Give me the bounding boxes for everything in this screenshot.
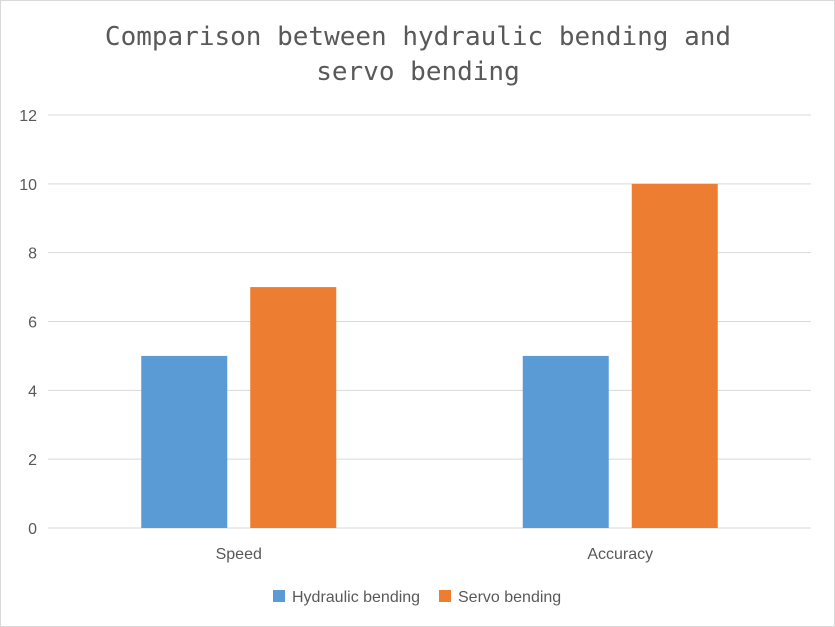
bars [141, 183, 718, 529]
legend-label-servo-bending: Servo bending [458, 589, 561, 606]
chart-title: Comparison between hydraulic bending and… [105, 22, 731, 87]
x-axis-ticks: Speed Accuracy [216, 546, 654, 563]
legend-label-hydraulic-bending: Hydraulic bending [292, 589, 420, 606]
x-tick-label-accuracy: Accuracy [587, 546, 653, 563]
y-tick-label-4: 4 [28, 383, 37, 400]
legend-swatch-servo-bending [439, 590, 451, 602]
legend: Hydraulic bending Servo bending [273, 589, 561, 606]
bar-accuracy-hydraulic-bending [522, 355, 609, 528]
legend-swatch-hydraulic-bending [273, 590, 285, 602]
y-tick-label-8: 8 [28, 246, 37, 263]
y-tick-label-0: 0 [28, 521, 37, 538]
bar-speed-servo-bending [250, 287, 337, 528]
chart-title-line-1: Comparison between hydraulic bending and [105, 22, 731, 52]
y-axis-ticks: 0 2 4 6 8 10 12 [19, 108, 37, 538]
bar-accuracy-servo-bending [631, 183, 718, 529]
x-tick-label-speed: Speed [216, 546, 262, 563]
y-tick-label-6: 6 [28, 315, 37, 332]
chart-title-line-2: servo bending [316, 57, 520, 87]
y-tick-label-2: 2 [28, 452, 37, 469]
bar-speed-hydraulic-bending [141, 355, 228, 528]
y-tick-label-10: 10 [19, 177, 37, 194]
y-tick-label-12: 12 [19, 108, 37, 125]
